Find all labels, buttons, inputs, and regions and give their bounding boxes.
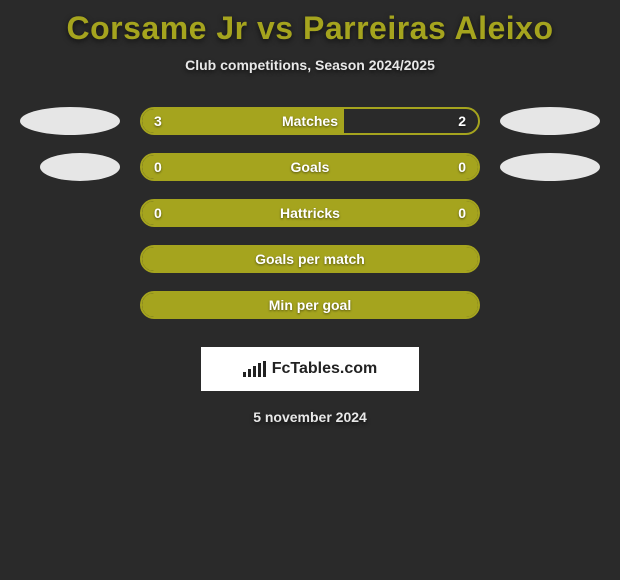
player-left-badge xyxy=(20,107,120,135)
player-right-badge xyxy=(500,153,600,181)
stat-left-value: 0 xyxy=(154,159,162,175)
stat-rows: 3 Matches 2 0 Goals 0 0 Hattricks xyxy=(0,107,620,319)
stat-right-value: 2 xyxy=(458,113,466,129)
stat-row: Min per goal xyxy=(0,291,620,319)
stat-left-value: 3 xyxy=(154,113,162,129)
player-right-badge xyxy=(500,107,600,135)
stat-left-value: 0 xyxy=(154,205,162,221)
stat-row: 3 Matches 2 xyxy=(0,107,620,135)
player-left-badge xyxy=(40,153,120,181)
stat-bar-goals: 0 Goals 0 xyxy=(140,153,480,181)
stat-bar-goals-per-match: Goals per match xyxy=(140,245,480,273)
page-subtitle: Club competitions, Season 2024/2025 xyxy=(0,57,620,73)
logo-text: FcTables.com xyxy=(272,360,378,378)
stat-row: Goals per match xyxy=(0,245,620,273)
stat-bar-min-per-goal: Min per goal xyxy=(140,291,480,319)
stat-label: Hattricks xyxy=(280,205,340,221)
stat-right-value: 0 xyxy=(458,205,466,221)
stat-row: 0 Goals 0 xyxy=(0,153,620,181)
stat-right-value: 0 xyxy=(458,159,466,175)
stat-label: Goals xyxy=(291,159,330,175)
footer-date: 5 november 2024 xyxy=(0,409,620,425)
stat-bar-matches: 3 Matches 2 xyxy=(140,107,480,135)
stat-label: Matches xyxy=(282,113,338,129)
stat-bar-hattricks: 0 Hattricks 0 xyxy=(140,199,480,227)
page-title: Corsame Jr vs Parreiras Aleixo xyxy=(0,0,620,47)
stat-label: Goals per match xyxy=(255,251,365,267)
comparison-card: Corsame Jr vs Parreiras Aleixo Club comp… xyxy=(0,0,620,580)
stat-row: 0 Hattricks 0 xyxy=(0,199,620,227)
bar-chart-icon xyxy=(243,361,266,377)
stat-label: Min per goal xyxy=(269,297,351,313)
fctables-logo[interactable]: FcTables.com xyxy=(201,347,419,391)
